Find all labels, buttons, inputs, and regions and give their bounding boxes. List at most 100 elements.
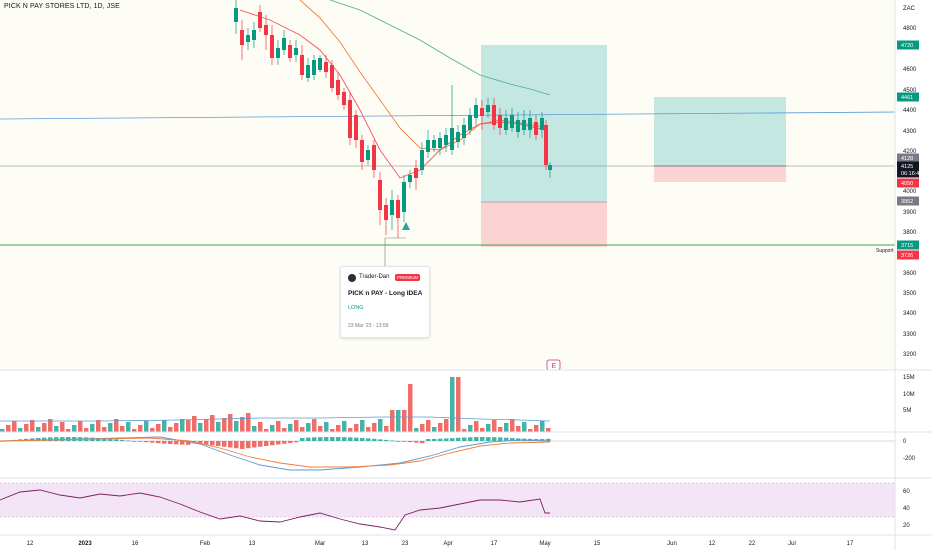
trend-line[interactable]	[0, 111, 896, 120]
long-stop-zone-2[interactable]	[654, 166, 786, 182]
candle-body	[270, 35, 274, 58]
volume-bar	[186, 420, 191, 432]
price-badge-label: 4050	[901, 181, 913, 187]
price-tick-label: 4200	[903, 149, 917, 155]
idea-title[interactable]: PICK n PAY - Long IDEA	[348, 290, 423, 297]
volume-bar	[30, 420, 35, 432]
idea-date: 23 Mar '23 - 13:59	[348, 323, 389, 329]
volume-bar	[516, 426, 521, 432]
candle-body	[324, 62, 328, 72]
support-label: Support	[876, 248, 894, 254]
candle-body	[498, 115, 502, 128]
volume-bar	[324, 422, 329, 432]
long-stop-zone[interactable]	[481, 202, 607, 247]
volume-bar	[228, 414, 233, 432]
volume-bar	[78, 421, 83, 432]
macd-bar	[306, 437, 311, 441]
volume-tick-label: 5M	[903, 408, 911, 414]
volume-bar	[0, 429, 5, 432]
volume-bar	[300, 427, 305, 432]
volume-bar	[432, 427, 437, 432]
price-tick-label: 3200	[903, 352, 917, 358]
volume-bar	[180, 419, 185, 432]
price-badge	[897, 250, 919, 260]
volume-bar	[528, 429, 533, 432]
price-tick-label: 4500	[903, 88, 917, 94]
candle-body	[432, 140, 436, 148]
volume-bar	[444, 419, 449, 432]
candle-body	[402, 182, 406, 212]
price-tick-label: 3800	[903, 230, 917, 236]
time-tick-label: May	[539, 541, 550, 547]
rsi-axis[interactable]: 60 40 20	[903, 489, 910, 529]
macd-axis[interactable]: 0 -200	[903, 439, 916, 462]
candle-body	[534, 122, 538, 135]
macd-bar	[534, 438, 539, 441]
macd-bar	[402, 441, 407, 442]
candle-body	[504, 118, 508, 130]
macd-bar	[36, 437, 41, 441]
earnings-marker-label: E	[552, 363, 557, 370]
time-tick-label: 15	[594, 541, 601, 547]
volume-bar	[60, 422, 65, 432]
macd-bar	[354, 437, 359, 441]
volume-bar	[546, 428, 551, 432]
macd-bar	[390, 440, 395, 442]
volume-bar	[120, 426, 125, 432]
volume-bar	[48, 419, 53, 432]
macd-bar	[132, 441, 137, 442]
macd-bar	[108, 438, 113, 441]
candle-body	[540, 118, 544, 130]
volume-bar	[222, 418, 227, 432]
rsi-tick-label: 60	[903, 489, 910, 495]
candlestick-series[interactable]	[234, 0, 552, 238]
volume-bar	[414, 428, 419, 432]
volume-bar	[18, 428, 23, 432]
macd-bar	[420, 441, 425, 444]
time-tick-label: Mar	[315, 541, 325, 547]
volume-bar	[282, 428, 287, 432]
price-tick-label: 3500	[903, 291, 917, 297]
idea-card[interactable]: Trader-Dan PREMIUM PICK n PAY - Long IDE…	[340, 266, 430, 338]
time-tick-label: Jul	[788, 541, 796, 547]
candle-body	[348, 100, 352, 138]
macd-bar	[48, 437, 53, 441]
volume-bar	[354, 424, 359, 432]
time-tick-label: 13	[362, 541, 369, 547]
macd-bar	[42, 437, 47, 441]
volume-bar	[294, 420, 299, 432]
volume-bar	[246, 413, 251, 432]
main-pane[interactable]	[0, 0, 895, 369]
volume-bar	[522, 422, 527, 432]
volume-bar	[504, 423, 509, 432]
macd-bar	[156, 441, 161, 444]
rsi-tick-label: 20	[903, 523, 910, 529]
macd-bar	[504, 437, 509, 441]
macd-tick-label: 0	[903, 439, 907, 445]
macd-bar	[240, 441, 245, 449]
ema-slow-line	[329, 0, 551, 96]
volume-bar	[288, 424, 293, 432]
candle-body	[276, 48, 280, 58]
candle-body	[486, 105, 490, 112]
macd-bar	[372, 438, 377, 441]
volume-bar	[72, 425, 77, 432]
long-target-zone-2[interactable]	[654, 97, 786, 166]
candle-body	[252, 30, 256, 40]
volume-bar	[426, 420, 431, 432]
macd-bar	[408, 441, 413, 443]
volume-axis[interactable]: 15M 10M 5M	[903, 375, 915, 414]
price-axis[interactable]: 4800 4600 4500 4400 4300 4200 4000 3900 3800 3600…	[903, 26, 917, 358]
premium-badge: PREMIUM	[395, 274, 421, 281]
symbol-title[interactable]: PICK N PAY STORES LTD, 1D, JSE	[4, 3, 120, 10]
candle-body	[384, 205, 388, 220]
macd-bar	[468, 437, 473, 441]
time-tick-label: 22	[749, 541, 756, 547]
time-axis[interactable]: 12 2023 16 Feb 13 Mar 13 23 Apr 17 May 15 Jun 12 22 Jul…	[27, 541, 854, 547]
candle-body	[522, 120, 526, 130]
idea-author[interactable]: Trader-Dan	[359, 274, 390, 280]
price-badge	[897, 92, 919, 102]
volume-bar	[102, 427, 107, 432]
